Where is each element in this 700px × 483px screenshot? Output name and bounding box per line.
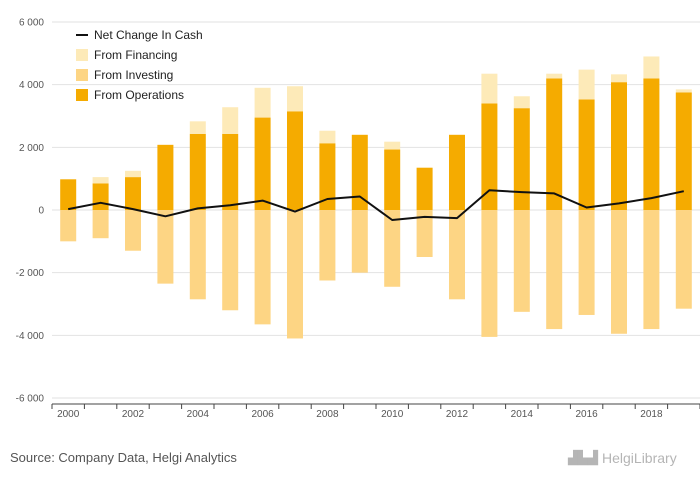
bar-from-investing xyxy=(222,210,239,311)
bar-from-investing xyxy=(611,210,627,334)
bar-from-operations xyxy=(287,111,303,210)
helgi-library-logo: ▟▙▟ HelgiLibrary xyxy=(568,450,677,466)
bars xyxy=(60,56,692,339)
x-tick-label: 2016 xyxy=(575,409,598,420)
y-tick-label: -2 000 xyxy=(16,268,45,279)
x-tick-label: 2008 xyxy=(316,409,339,420)
bar-from-investing xyxy=(449,210,465,300)
net-change-line-layer xyxy=(68,189,685,221)
logo-city-icon: ▟▙▟ xyxy=(568,450,598,465)
bar-from-investing xyxy=(60,210,77,242)
legend-swatch xyxy=(76,89,88,101)
bar-from-operations xyxy=(643,78,660,211)
legend-label: From Financing xyxy=(94,48,177,62)
bar-from-operations xyxy=(675,92,692,210)
bar-from-financing xyxy=(675,89,692,93)
bar-from-investing xyxy=(416,210,433,257)
x-tick-label: 2018 xyxy=(640,409,663,420)
bar-from-financing xyxy=(287,86,303,112)
bar-from-operations xyxy=(222,133,239,210)
bar-from-operations xyxy=(513,108,530,210)
x-tick-label: 2006 xyxy=(251,409,274,420)
y-tick-label: 2 000 xyxy=(19,143,44,154)
bar-from-operations xyxy=(611,82,627,210)
bar-from-investing xyxy=(157,210,174,284)
y-tick-label: 0 xyxy=(38,206,44,217)
bar-from-financing xyxy=(384,141,401,150)
bar-from-investing xyxy=(351,210,368,273)
bar-from-investing xyxy=(578,210,595,315)
bar-from-operations xyxy=(546,78,563,211)
bar-from-operations xyxy=(157,144,174,210)
bar-from-financing xyxy=(319,130,336,144)
bar-from-investing xyxy=(384,210,401,287)
x-tick-label: 2000 xyxy=(57,409,80,420)
x-tick-label: 2004 xyxy=(187,409,210,420)
bar-from-financing xyxy=(222,107,239,134)
legend-label: From Investing xyxy=(94,68,173,82)
bar-from-financing xyxy=(643,56,660,79)
legend: Net Change In Cash From Financing From Inv… xyxy=(76,28,203,102)
x-axis-ticks: 2000 2002 2004 2006 2008 2010 2012 2014 2016 2018 xyxy=(57,409,663,420)
bar-from-investing xyxy=(643,210,660,330)
bar-from-operations xyxy=(60,179,77,210)
bar-from-financing xyxy=(513,96,530,109)
bar-from-investing xyxy=(481,210,498,337)
y-axis-ticks: 6 000 4 000 2 000 0 -2 000 -4 000 -6 000 xyxy=(16,18,45,405)
y-tick-label: 4 000 xyxy=(19,80,44,91)
bar-from-operations xyxy=(481,103,498,210)
bar-from-operations xyxy=(449,134,465,210)
bar-from-operations xyxy=(125,177,141,210)
y-tick-label: -4 000 xyxy=(16,331,45,342)
bar-from-financing xyxy=(92,177,109,184)
x-tick-label: 2014 xyxy=(511,409,534,420)
x-tick-label: 2010 xyxy=(381,409,404,420)
bar-from-financing xyxy=(546,73,563,79)
bar-from-investing xyxy=(92,210,109,239)
bar-from-operations xyxy=(578,99,595,210)
bar-from-investing xyxy=(125,210,141,251)
bar-from-financing xyxy=(125,170,141,178)
bar-from-operations xyxy=(351,134,368,210)
x-tick-label: 2012 xyxy=(446,409,469,420)
bar-from-financing xyxy=(189,121,206,134)
bar-from-investing xyxy=(189,210,206,300)
legend-label: From Operations xyxy=(94,88,184,102)
bar-from-operations xyxy=(319,143,336,210)
net-change-line xyxy=(68,189,685,221)
bar-from-investing xyxy=(513,210,530,312)
bar-from-financing xyxy=(254,87,271,118)
bar-from-operations xyxy=(416,167,433,210)
source-note: Source: Company Data, Helgi Analytics xyxy=(10,450,237,465)
bar-from-operations xyxy=(254,117,271,210)
bar-from-investing xyxy=(287,210,303,339)
logo-text: HelgiLibrary xyxy=(602,450,677,466)
bar-from-financing xyxy=(611,74,627,83)
bar-from-financing xyxy=(481,73,498,104)
bar-from-operations xyxy=(189,133,206,210)
x-axis xyxy=(51,403,700,409)
bar-from-financing xyxy=(578,69,595,100)
legend-swatch xyxy=(76,49,88,61)
bar-from-investing xyxy=(254,210,271,325)
y-tick-label: -6 000 xyxy=(16,394,45,405)
legend-swatch xyxy=(76,69,88,81)
bar-from-operations xyxy=(92,183,109,210)
y-tick-label: 6 000 xyxy=(19,18,44,29)
bar-from-operations xyxy=(384,149,401,210)
bar-from-investing xyxy=(675,210,692,309)
x-tick-label: 2002 xyxy=(122,409,145,420)
legend-label: Net Change In Cash xyxy=(94,28,203,42)
bar-from-investing xyxy=(546,210,563,330)
bar-from-investing xyxy=(319,210,336,281)
